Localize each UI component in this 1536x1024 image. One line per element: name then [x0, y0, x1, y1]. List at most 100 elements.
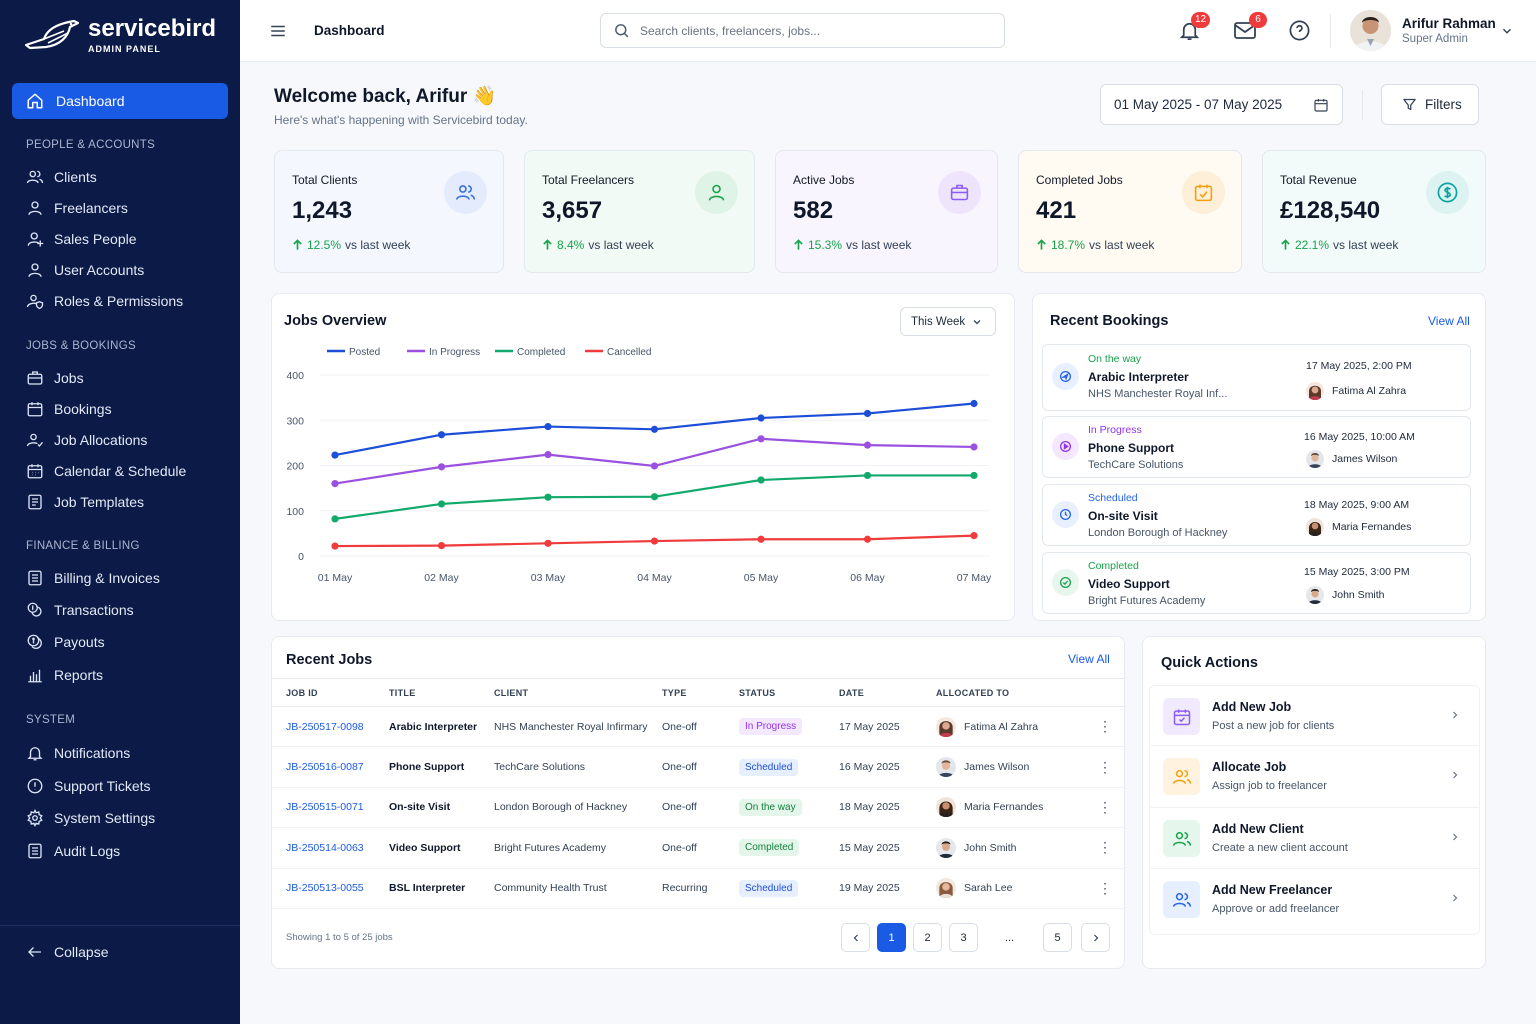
x-tick-label: 06 May	[850, 572, 885, 584]
search-input[interactable]	[640, 23, 980, 38]
quick-action-add-job[interactable]: Add New Job Post a new job for clients	[1151, 686, 1479, 748]
stat-card-completed-jobs[interactable]: Completed Jobs 421 18.7% vs last week	[1018, 150, 1242, 273]
sidebar-item-billing-invoices[interactable]: Billing & Invoices	[26, 568, 160, 588]
stat-change-suffix: vs last week	[1089, 238, 1155, 252]
sidebar-item-system-settings[interactable]: System Settings	[26, 808, 155, 828]
hamburger-menu-icon[interactable]	[269, 22, 287, 40]
job-type: One-off	[648, 706, 725, 748]
pagination-page-2[interactable]: 2	[913, 923, 942, 952]
collapse-button[interactable]: Collapse	[26, 942, 108, 962]
job-id-link[interactable]: JB-250513-0055	[272, 868, 375, 909]
sidebar-item-jobs[interactable]: Jobs	[26, 368, 84, 388]
chevron-right-icon	[1093, 934, 1098, 941]
more-options-icon[interactable]: ⋮	[1072, 827, 1124, 869]
search-box[interactable]	[600, 13, 1005, 48]
sidebar-item-roles-permissions[interactable]: Roles & Permissions	[26, 291, 183, 311]
column-header[interactable]: ALLOCATED TO	[922, 678, 1072, 707]
quick-action-add-client[interactable]: Add New Client Create a new client accou…	[1151, 807, 1479, 869]
pagination-prev-button[interactable]	[841, 923, 870, 952]
sidebar-item-audit-logs[interactable]: Audit Logs	[26, 841, 120, 861]
stat-card-total-freelancers[interactable]: Total Freelancers 3,657 8.4% vs last week	[524, 150, 755, 273]
table-row[interactable]: JB-250517-0098 Arabic Interpreter NHS Ma…	[272, 706, 1124, 748]
y-tick-label: 300	[286, 415, 304, 427]
more-options-icon[interactable]: ⋮	[1072, 868, 1124, 909]
pagination-page-5[interactable]: 5	[1043, 923, 1072, 952]
booking-item[interactable]: In Progress Phone Support TechCare Solut…	[1042, 416, 1471, 478]
jobs-view-all-link[interactable]: View All	[1068, 652, 1110, 666]
sidebar-item-label: Audit Logs	[54, 843, 121, 859]
avatar[interactable]	[1350, 10, 1391, 51]
table-row[interactable]: JB-250515-0071 On-site Visit London Boro…	[272, 787, 1124, 829]
table-row[interactable]: JB-250514-0063 Video Support Bright Futu…	[272, 827, 1124, 869]
bookings-view-all-link[interactable]: View All	[1428, 314, 1470, 328]
sidebar-item-transactions[interactable]: Transactions	[26, 600, 134, 620]
job-id-link[interactable]: JB-250514-0063	[272, 827, 375, 869]
booking-assignee: James Wilson	[1306, 450, 1397, 468]
more-options-icon[interactable]: ⋮	[1072, 706, 1124, 748]
stat-card-active-jobs[interactable]: Active Jobs 582 15.3% vs last week	[775, 150, 998, 273]
booking-item[interactable]: On the way Arabic Interpreter NHS Manche…	[1042, 344, 1471, 411]
booking-item[interactable]: Completed Video Support Bright Futures A…	[1042, 552, 1471, 614]
filters-button[interactable]: Filters	[1381, 84, 1479, 125]
sidebar-item-notifications[interactable]: Notifications	[26, 743, 130, 763]
sidebar-item-bookings[interactable]: Bookings	[26, 399, 112, 419]
sidebar-item-label: Transactions	[54, 602, 134, 618]
sidebar-item-sales-people[interactable]: Sales People	[26, 229, 137, 249]
pagination-page-3[interactable]: 3	[949, 923, 978, 952]
stat-label: Active Jobs	[793, 173, 855, 187]
job-id-link[interactable]: JB-250517-0098	[272, 706, 375, 748]
table-row[interactable]: JB-250516-0087 Phone Support TechCare So…	[272, 746, 1124, 788]
stat-card-total-revenue[interactable]: Total Revenue £128,540 22.1% vs last week	[1262, 150, 1486, 273]
user-check-icon	[26, 431, 44, 449]
sidebar-item-dashboard[interactable]: Dashboard	[12, 83, 228, 119]
assignee-name: Sarah Lee	[964, 882, 1013, 895]
sidebar-item-clients[interactable]: Clients	[26, 167, 97, 187]
period-select[interactable]: This Week	[900, 307, 996, 336]
filter-icon	[1402, 97, 1417, 112]
column-header[interactable]: TITLE	[375, 678, 480, 707]
sidebar-item-support-tickets[interactable]: Support Tickets	[26, 776, 151, 796]
list-icon	[26, 842, 44, 860]
arrow-up-icon	[542, 239, 553, 251]
more-options-icon[interactable]: ⋮	[1072, 746, 1124, 788]
booking-title: Phone Support	[1088, 441, 1174, 455]
sidebar-item-job-templates[interactable]: Job Templates	[26, 492, 144, 512]
sidebar-item-user-accounts[interactable]: User Accounts	[26, 260, 144, 280]
bar-chart-icon	[26, 666, 44, 684]
booking-item[interactable]: Scheduled On-site Visit London Borough o…	[1042, 484, 1471, 546]
column-header[interactable]: CLIENT	[480, 678, 648, 707]
job-client: TechCare Solutions	[480, 746, 648, 788]
more-options-icon[interactable]: ⋮	[1072, 787, 1124, 829]
sidebar-item-freelancers[interactable]: Freelancers	[26, 198, 128, 218]
sidebar-item-label: Jobs	[54, 370, 84, 386]
x-tick-label: 07 May	[957, 572, 992, 584]
status-badge: Scheduled	[739, 879, 799, 897]
stat-card-total-clients[interactable]: Total Clients 1,243 12.5% vs last week	[274, 150, 504, 273]
chevron-down-icon[interactable]	[1500, 24, 1514, 38]
sidebar-item-job-allocations[interactable]: Job Allocations	[26, 430, 147, 450]
column-header[interactable]: STATUS	[725, 678, 825, 707]
quick-action-add-freelancer[interactable]: Add New Freelancer Approve or add freela…	[1151, 868, 1479, 930]
date-range-picker[interactable]: 01 May 2025 - 07 May 2025	[1100, 84, 1343, 125]
column-header[interactable]: JOB ID	[272, 678, 375, 707]
sidebar-item-reports[interactable]: Reports	[26, 665, 103, 685]
quick-action-allocate-job[interactable]: Allocate Job Assign job to freelancer	[1151, 745, 1479, 807]
brand-logo[interactable]: servicebird ADMIN PANEL	[24, 16, 216, 54]
legend-label: Posted	[349, 347, 380, 358]
table-row[interactable]: JB-250513-0055 BSL Interpreter Community…	[272, 868, 1124, 909]
job-id-link[interactable]: JB-250516-0087	[272, 746, 375, 788]
sidebar-item-calendar-schedule[interactable]: Calendar & Schedule	[26, 461, 186, 481]
column-header[interactable]: TYPE	[648, 678, 725, 707]
help-icon[interactable]	[1288, 19, 1311, 42]
job-client: Community Health Trust	[480, 868, 648, 909]
column-header[interactable]: DATE	[825, 678, 922, 707]
sidebar-item-payouts[interactable]: Payouts	[26, 632, 105, 652]
job-id-link[interactable]: JB-250515-0071	[272, 787, 375, 829]
booking-person-name: Maria Fernandes	[1332, 521, 1412, 533]
mail-icon[interactable]	[1233, 20, 1257, 42]
legend-label: In Progress	[429, 347, 480, 358]
pagination-next-button[interactable]	[1081, 923, 1110, 952]
job-allocated-cell: Fatima Al Zahra	[922, 706, 1072, 748]
pagination-page-1[interactable]: 1	[877, 923, 906, 952]
avatar	[1306, 382, 1324, 400]
